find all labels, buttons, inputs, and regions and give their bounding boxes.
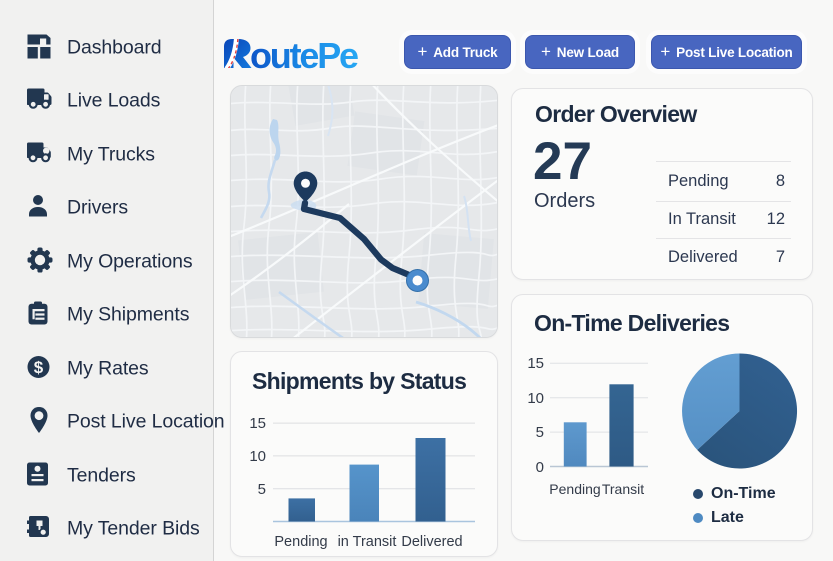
svg-text:$: $ (34, 357, 44, 376)
svg-text:outePe: outePe (250, 38, 358, 70)
